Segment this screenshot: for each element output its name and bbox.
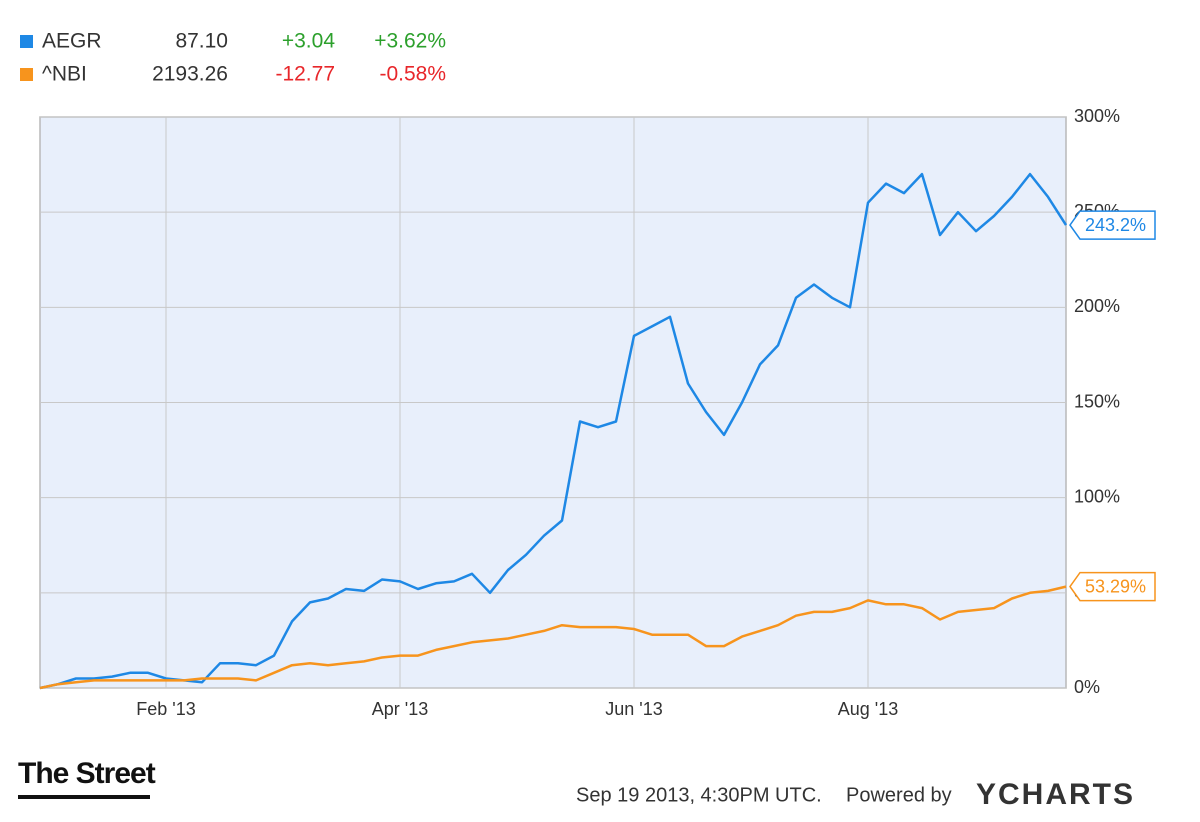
y-tick-label: 200% (1074, 296, 1120, 316)
x-tick-label: Feb '13 (136, 699, 195, 719)
legend-swatch (20, 35, 33, 48)
series-line (39, 585, 1067, 690)
powered-by: Powered by (846, 784, 952, 806)
legend-price: 2193.26 (152, 63, 228, 86)
value-label: 53.29% (1085, 576, 1146, 596)
timestamp: Sep 19 2013, 4:30PM UTC. (576, 784, 822, 806)
series-line (39, 172, 1068, 690)
y-tick-label: 100% (1074, 486, 1120, 506)
legend-change-pct: -0.58% (379, 63, 446, 86)
grid (40, 116, 1066, 689)
x-tick-label: Jun '13 (605, 699, 662, 719)
legend-price: 87.10 (175, 30, 228, 53)
value-label: 243.2% (1085, 215, 1146, 235)
legend-swatch (20, 68, 33, 81)
y-tick-label: 300% (1074, 106, 1120, 126)
provider-logo: YCHARTS (976, 778, 1135, 811)
legend-label: AEGR (42, 30, 102, 53)
y-tick-label: 0% (1074, 677, 1100, 697)
x-tick-label: Apr '13 (372, 699, 428, 719)
legend-change-pct: +3.62% (374, 30, 446, 53)
legend-label: ^NBI (42, 63, 87, 86)
legend-change: -12.77 (275, 63, 335, 86)
value-label-box (1069, 571, 1156, 602)
brand-logo: The Street (18, 757, 156, 790)
x-tick-label: Aug '13 (838, 699, 899, 719)
lines (39, 172, 1068, 690)
value-label-box (1069, 210, 1156, 240)
legend-change: +3.04 (282, 30, 335, 53)
y-tick-label: 150% (1074, 391, 1120, 411)
